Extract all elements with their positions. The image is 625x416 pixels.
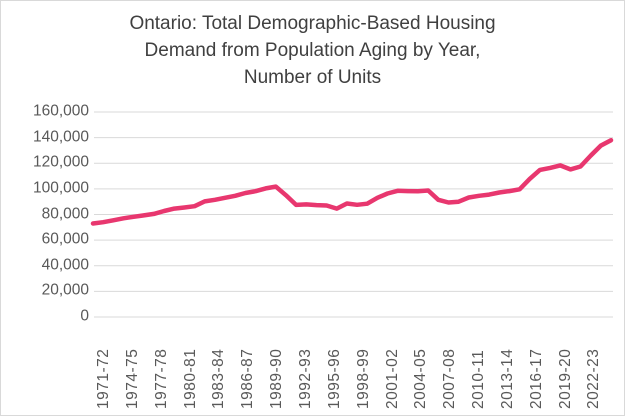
x-axis-tick-label: 2019-20 (556, 348, 574, 409)
x-axis-tick-label: 2016-17 (527, 348, 545, 409)
y-axis-tick-label: 80,000 (41, 205, 89, 223)
y-axis-tick-label: 160,000 (32, 102, 89, 120)
x-axis-tick-label: 1992-93 (296, 348, 314, 409)
x-axis-tick-label: 1986-87 (239, 348, 257, 409)
x-axis-tick-label: 1974-75 (123, 348, 141, 409)
x-axis-tick-label: 2001-02 (383, 348, 401, 409)
x-axis-tick-label: 1995-96 (325, 348, 343, 409)
y-axis-tick-label: 60,000 (41, 230, 89, 248)
x-axis-tick-label: 1989-90 (268, 348, 286, 409)
y-axis-tick-label: 20,000 (41, 282, 89, 300)
x-axis-tick-label: 2007-08 (441, 348, 459, 409)
y-axis-tick-label: 40,000 (41, 256, 89, 274)
x-axis-tick-label: 2010-11 (470, 349, 488, 409)
chart-title-line-1: Ontario: Total Demographic-Based Housing (129, 13, 496, 34)
x-axis-tick-label: 1983-84 (210, 348, 228, 409)
x-axis-tick-label: 2022-23 (585, 348, 603, 409)
y-axis-tick-label: 120,000 (32, 153, 89, 171)
chart-title: Ontario: Total Demographic-Based Housing… (1, 10, 624, 91)
x-axis-tick-label: 1971-72 (95, 348, 112, 409)
demand-line (90, 137, 614, 226)
x-axis-tick-label: 1977-78 (152, 348, 170, 409)
x-axis-tick-label: 1998-99 (354, 348, 372, 409)
x-axis-tick-label: 2004-05 (412, 348, 430, 409)
x-axis-tick-label: 2013-14 (498, 348, 516, 409)
y-axis-tick-label: 140,000 (32, 128, 89, 146)
y-axis-tick-label: 100,000 (32, 179, 89, 197)
x-axis-tick-label: 1980-81 (181, 348, 199, 409)
chart-title-line-2: Demand from Population Aging by Year, (144, 40, 481, 61)
y-axis-tick-label: 0 (80, 307, 89, 325)
chart-title-line-3: Number of Units (243, 67, 382, 88)
